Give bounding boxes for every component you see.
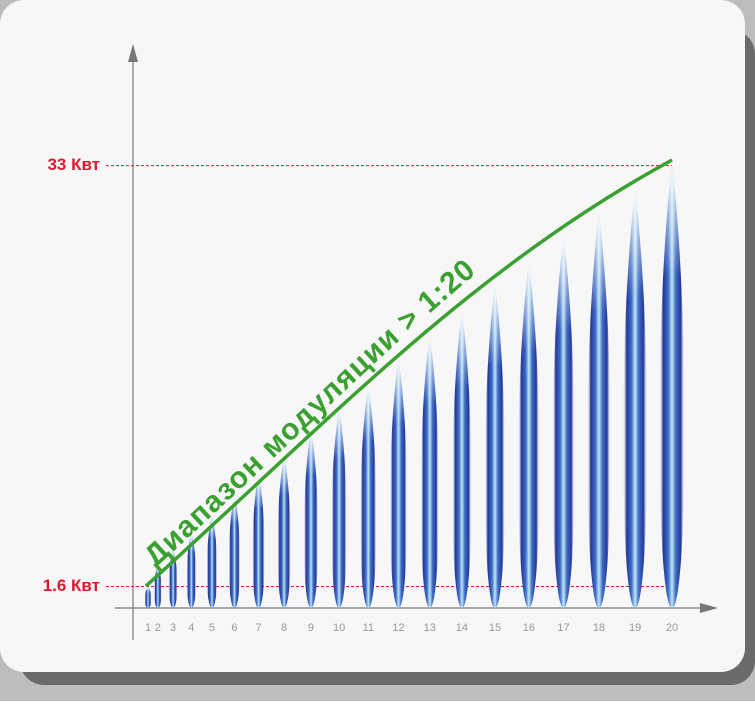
flame-tip [518, 264, 540, 608]
x-tick-label: 7 [255, 622, 261, 634]
x-tick-label: 9 [308, 622, 314, 634]
flame-tip [622, 192, 648, 608]
plot [106, 165, 685, 608]
x-tick-label: 19 [629, 622, 641, 634]
flame-tip [552, 238, 575, 608]
flame-tip [228, 495, 241, 608]
x-axis-arrow [700, 603, 718, 613]
flame-tip [659, 165, 685, 608]
flame-tip [186, 532, 197, 608]
x-tick-label: 13 [424, 622, 436, 634]
flame-tip [587, 215, 611, 608]
x-tick-label: 17 [557, 622, 569, 634]
x-tick-label: 3 [170, 622, 176, 634]
flame-tip [389, 360, 408, 608]
x-tick-label: 12 [392, 622, 404, 634]
flame-tip [452, 313, 472, 608]
flame-tip [252, 475, 265, 608]
flame-tip [420, 337, 440, 608]
flame-tip [206, 515, 218, 608]
x-tick-label: 15 [489, 622, 501, 634]
flame-tip [360, 386, 377, 608]
trend-curve [144, 158, 673, 588]
x-tick-label: 4 [188, 622, 194, 634]
y-tick-label: 33 Квт [47, 155, 100, 174]
x-tick-label: 11 [363, 622, 374, 634]
y-axis-arrow [128, 44, 138, 62]
x-tick-label: 18 [593, 622, 605, 634]
flame-tip [331, 409, 347, 608]
x-tick-label: 6 [231, 622, 237, 634]
flame-tip [144, 586, 152, 608]
x-tick-label: 8 [281, 622, 287, 634]
x-tick-label: 10 [333, 622, 345, 634]
y-tick-label: 1.6 Квт [43, 576, 100, 595]
x-tick-label: 1 [145, 622, 151, 634]
x-tick-label: 20 [666, 622, 678, 634]
flame-tip [484, 286, 506, 608]
x-tick-label: 14 [456, 622, 468, 634]
flame-tip [303, 431, 319, 608]
x-tick-label: 16 [523, 622, 535, 634]
x-tick-label: 2 [155, 622, 161, 634]
x-tick-label: 5 [209, 622, 215, 634]
flame-tip [277, 456, 291, 608]
